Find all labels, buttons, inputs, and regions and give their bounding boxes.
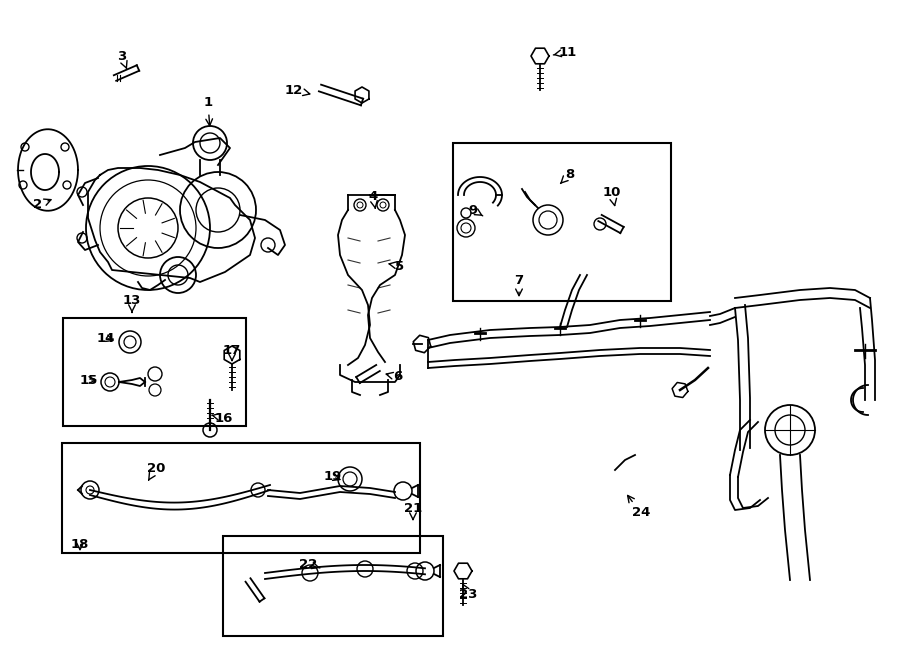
Bar [62,443,420,553]
Text: 3: 3 [117,50,127,69]
Text: 17: 17 [223,344,241,360]
Text: 22: 22 [299,557,320,570]
Text: 14: 14 [97,332,115,344]
Text: 13: 13 [122,293,141,312]
Text: 11: 11 [554,46,577,59]
Text: 24: 24 [627,496,650,520]
Text: 10: 10 [603,186,621,206]
Text: 12: 12 [285,83,310,97]
Bar [453,143,671,301]
Text: 9: 9 [468,204,482,217]
Text: 15: 15 [80,373,98,387]
Text: 2: 2 [33,198,51,212]
Text: 4: 4 [368,190,378,208]
Text: 21: 21 [404,502,422,520]
Text: 8: 8 [561,167,574,184]
Text: 18: 18 [71,539,89,551]
Text: 23: 23 [459,584,477,600]
Bar [63,318,246,426]
Text: 20: 20 [147,461,166,480]
Text: 5: 5 [389,260,405,272]
Text: 7: 7 [515,274,524,295]
Text: 16: 16 [212,412,233,424]
Bar [223,536,443,636]
Text: 1: 1 [203,97,212,126]
Text: 6: 6 [386,371,402,383]
Text: 19: 19 [324,471,342,483]
